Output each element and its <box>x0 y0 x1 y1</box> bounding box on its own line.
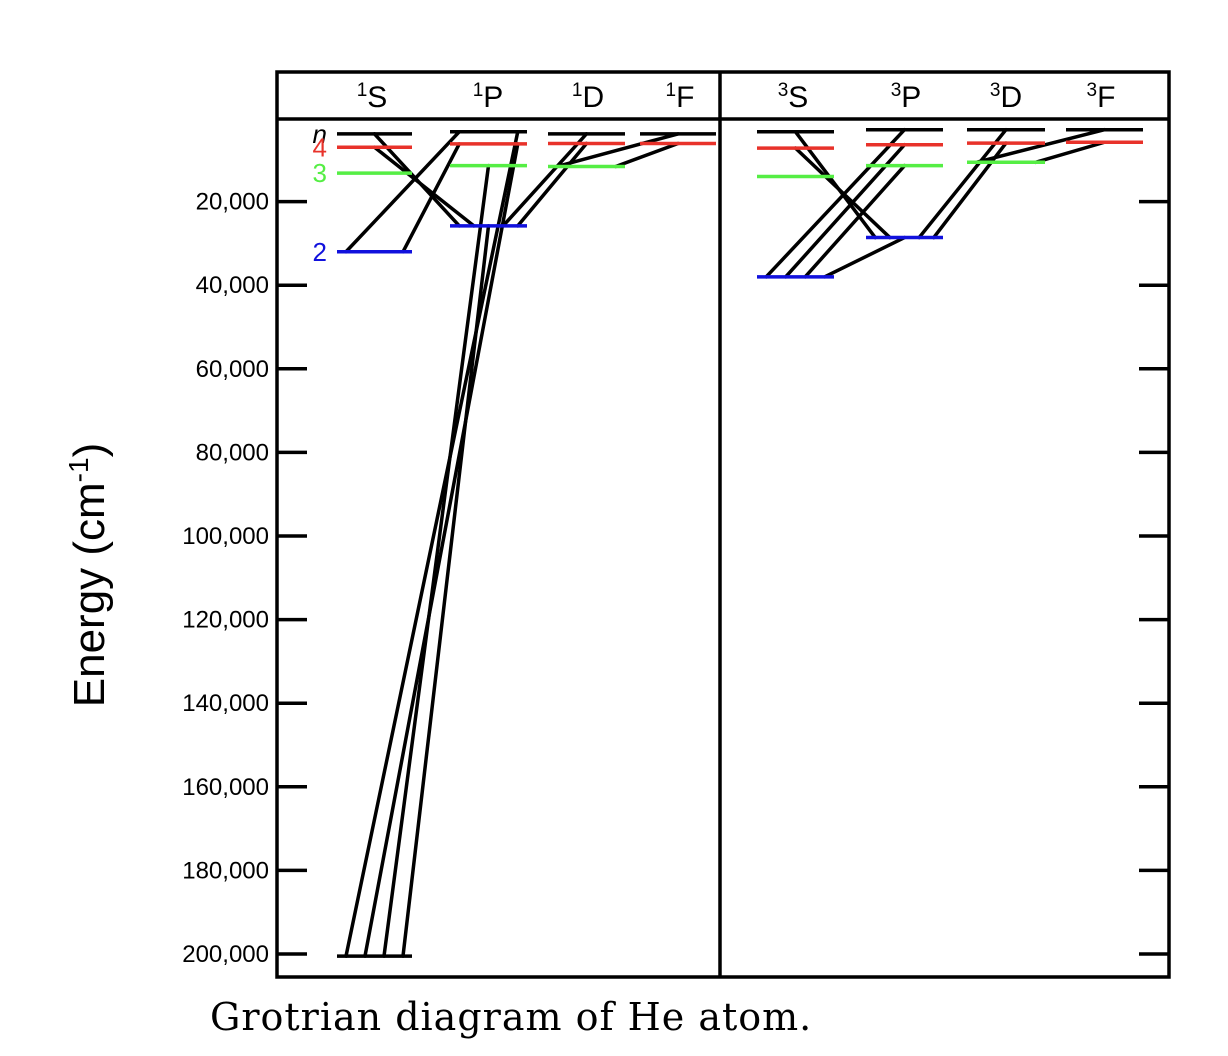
transition-3S2-3P5 <box>764 127 907 279</box>
n-label-n: n <box>313 119 327 149</box>
column-header-1S: 1S <box>357 80 388 114</box>
energy-axis-ticks: 20,000 40,000 60,000 80,000 100,000 120,000 14… <box>182 189 1169 968</box>
tick-label: 40,000 <box>196 272 269 299</box>
column-header-3D: 3D <box>990 80 1022 114</box>
transition-1P2-1D5 <box>501 132 589 228</box>
tick-label: 60,000 <box>196 356 269 383</box>
n-label-3: 3 <box>313 158 327 188</box>
transition-3D3-3F4 <box>1033 140 1107 165</box>
column-header-1F: 1F <box>666 80 695 114</box>
column-header-3F: 3F <box>1087 80 1116 114</box>
transition-1P2-1D4 <box>516 141 589 228</box>
transition-1S1-1P3 <box>382 163 491 958</box>
n-label-4: 4 <box>313 132 327 162</box>
tick-label: 200,000 <box>182 941 269 968</box>
tick-label: 160,000 <box>182 774 269 801</box>
tick-label: 20,000 <box>196 189 269 216</box>
frame-border <box>275 70 1171 979</box>
transition-3D3-3F5 <box>974 127 1107 165</box>
column-header-3P: 3P <box>891 80 922 114</box>
tick-label: 100,000 <box>182 523 269 550</box>
principal-quantum-number-labels: n43 2 <box>313 119 327 267</box>
term-column-headers: 1S 1P 1D 1F 3S 3P 3D 3F <box>357 80 1116 114</box>
transition-1S1-1P4 <box>363 142 520 958</box>
transition-1D3-1F4 <box>614 141 680 169</box>
transition-lines <box>344 127 1107 958</box>
tick-label: 80,000 <box>196 439 269 466</box>
transition-3S2-3P3 <box>803 163 907 279</box>
transition-1S2-1P5 <box>344 130 461 254</box>
tick-label: 180,000 <box>182 857 269 884</box>
tick-label: 120,000 <box>182 607 269 634</box>
column-header-1P: 1P <box>473 80 504 114</box>
transition-1D3-1F5 <box>555 132 680 169</box>
energy-levels <box>337 127 1143 958</box>
transition-1S5-1P2 <box>372 132 461 228</box>
tick-label: 140,000 <box>182 690 269 717</box>
diagram-frame <box>275 70 1171 979</box>
transition-3S2-3P2 <box>823 235 907 279</box>
transition-3P2-3D5 <box>917 127 1008 240</box>
energy-axis-label: Energy (cm-1) <box>63 443 114 708</box>
column-header-1D: 1D <box>572 80 604 114</box>
n-label-2: 2 <box>313 237 327 267</box>
transition-1S1-1P5 <box>344 130 520 958</box>
column-header-3S: 3S <box>778 80 809 114</box>
diagram-caption: Grotrian diagram of He atom. <box>210 995 812 1039</box>
